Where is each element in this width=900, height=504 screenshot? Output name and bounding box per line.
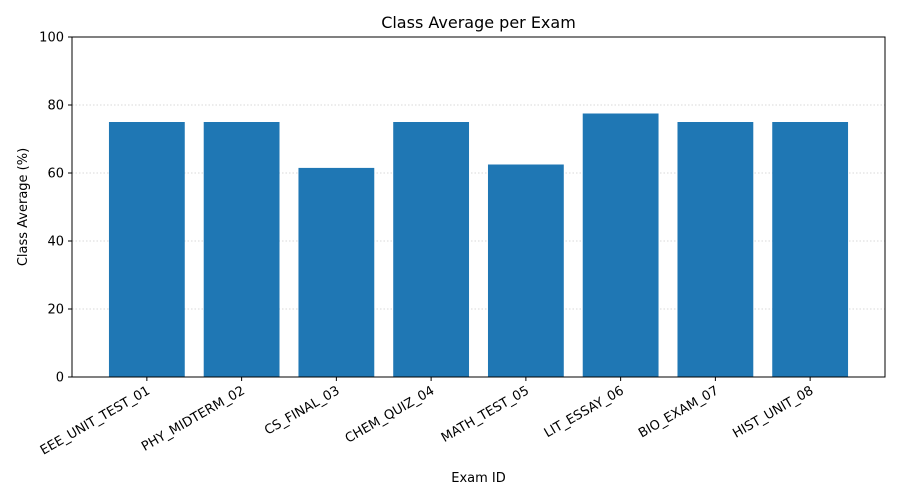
bar [582, 113, 659, 377]
y-tick-label: 60 [47, 167, 64, 182]
x-tick-label: MATH_TEST_05 [439, 383, 532, 445]
y-axis-ticks: 0 20 40 60 80 100 [39, 31, 72, 386]
bar [393, 122, 470, 377]
y-tick-label: 20 [47, 303, 64, 318]
bar [298, 167, 375, 377]
x-axis-label: Exam ID [451, 471, 506, 486]
bar [203, 122, 280, 377]
gridlines [72, 104, 885, 310]
bars [108, 113, 849, 377]
x-tick-label: EEE_UNIT_TEST_01 [38, 383, 153, 458]
bar [108, 122, 185, 377]
y-tick-label: 0 [56, 371, 64, 386]
x-tick-label: CHEM_QUIZ_04 [343, 383, 437, 446]
bar [772, 122, 849, 377]
x-tick-label: LIT_ESSAY_06 [542, 383, 627, 441]
chart-title: Class Average per Exam [381, 13, 576, 32]
y-tick-label: 100 [39, 31, 64, 46]
bar [487, 164, 564, 377]
bar [677, 122, 754, 377]
x-tick-label: CS_FINAL_03 [262, 383, 342, 438]
x-tick-label: HIST_UNIT_08 [730, 383, 816, 441]
y-tick-label: 40 [47, 235, 64, 250]
x-tick-label: PHY_MIDTERM_02 [139, 383, 247, 454]
x-tick-label: BIO_EXAM_07 [636, 383, 721, 441]
y-axis-label: Class Average (%) [16, 148, 31, 266]
y-tick-label: 80 [47, 99, 64, 114]
plot-frame [71, 36, 886, 378]
